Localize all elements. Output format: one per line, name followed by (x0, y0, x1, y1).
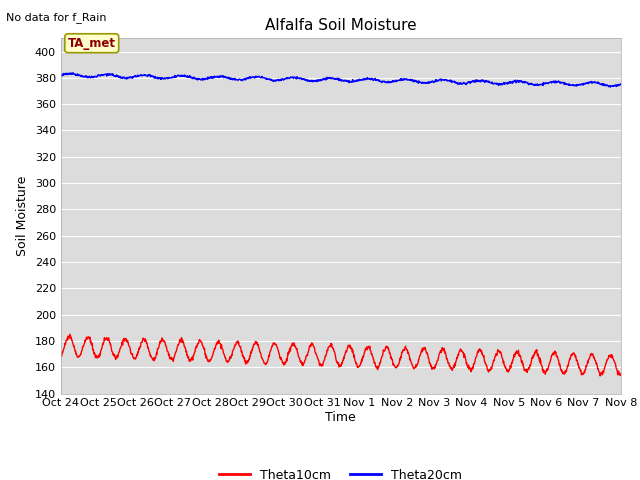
Theta20cm (501, 80, 509, 86)
Theta10cm (168, 356, 176, 362)
Line: Theta10cm: Theta10cm (61, 335, 621, 376)
Theta20cm (182, 73, 189, 79)
Theta10cm (244, 358, 252, 364)
Text: TA_met: TA_met (68, 37, 116, 50)
Y-axis label: Soil Moisture: Soil Moisture (16, 176, 29, 256)
Theta10cm (66, 332, 74, 337)
Theta10cm (551, 348, 559, 354)
Theta20cm (168, 75, 176, 81)
Theta10cm (617, 371, 625, 377)
Theta10cm (57, 351, 65, 357)
Theta20cm (617, 81, 625, 87)
Legend: Theta10cm, Theta20cm: Theta10cm, Theta20cm (214, 464, 467, 480)
Theta10cm (596, 373, 604, 379)
Theta20cm (428, 79, 436, 85)
Title: Alfalfa Soil Moisture: Alfalfa Soil Moisture (265, 18, 417, 33)
Theta20cm (607, 84, 614, 90)
Theta10cm (501, 365, 509, 371)
Theta10cm (428, 366, 436, 372)
Theta20cm (57, 72, 65, 78)
Text: No data for f_Rain: No data for f_Rain (6, 12, 107, 23)
X-axis label: Time: Time (325, 411, 356, 424)
Theta10cm (182, 347, 189, 352)
Theta20cm (551, 78, 559, 84)
Theta20cm (244, 75, 252, 81)
Theta20cm (69, 70, 77, 76)
Line: Theta20cm: Theta20cm (61, 73, 621, 87)
